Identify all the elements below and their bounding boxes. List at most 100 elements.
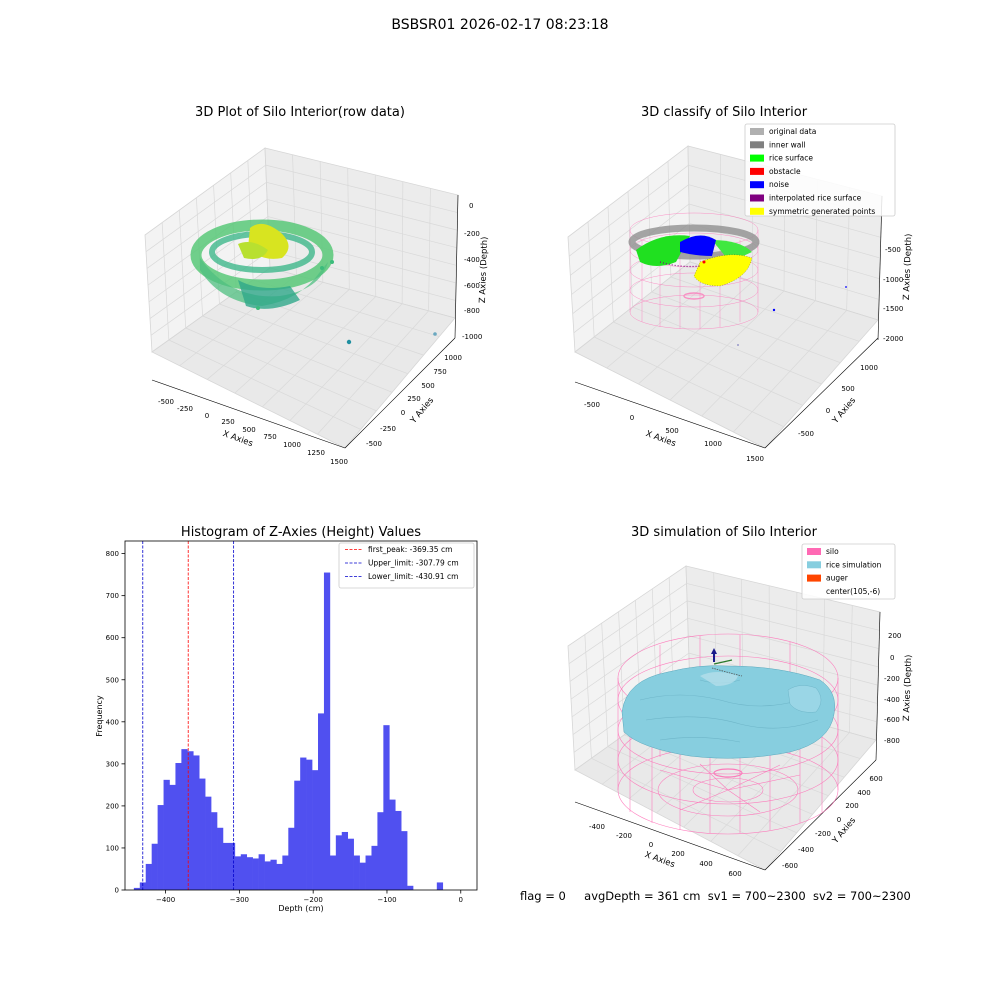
panel1-z-ticklabels: 0 -200 -400 -600 -800 -1000 (462, 202, 482, 341)
panel4-ylabel: Y Axies (830, 815, 858, 846)
panel4-legend: silo rice simulation auger center(105,-6) (801, 543, 896, 600)
histogram-bar (335, 835, 343, 890)
histogram-bar (157, 805, 164, 890)
legend-label: silo (826, 547, 839, 556)
panel2-x-tick: -500 (584, 401, 600, 409)
histogram-bar (323, 572, 331, 890)
histogram-bar (294, 780, 301, 890)
legend-swatch (750, 167, 764, 175)
legend-label: interpolated rice surface (769, 194, 862, 203)
gridline (571, 635, 689, 718)
histogram-bar (347, 838, 354, 890)
histogram-bar (163, 779, 170, 890)
panel4-y-axis (764, 759, 877, 871)
legend-label: noise (769, 180, 789, 189)
panel2-y-tick: 500 (841, 385, 854, 393)
panel2-x-ticklabels: -500 0 500 1000 1500 (584, 401, 764, 463)
panel4-rice-texture (639, 679, 819, 743)
panel1-title: 3D Plot of Silo Interior(row data) (195, 105, 405, 120)
panel4-auger-arm (713, 659, 733, 665)
gridline (607, 746, 797, 834)
histogram-bar (217, 827, 224, 890)
legend-swatch (750, 128, 764, 135)
panel2-y-tick: -500 (798, 430, 814, 438)
panel4-rice-surface (621, 665, 835, 759)
panel2-y-tick: 1000 (860, 364, 878, 372)
panel2-noise-point (737, 344, 739, 346)
panel4-x-tick: -400 (589, 823, 605, 831)
panel2-obstacle (702, 260, 706, 264)
panel4-x-ticklabels: -400 -200 0 200 400 600 (589, 823, 742, 878)
gridline (687, 617, 879, 668)
panel1-z-axis (454, 194, 459, 339)
panel2-z-tick: -500 (885, 246, 901, 254)
panel1-y-tick: 1000 (444, 354, 462, 362)
histogram-bar (276, 863, 283, 890)
histogram-bar (145, 863, 152, 890)
panel4-auger-blade (711, 667, 743, 677)
panel4-y-tick: -400 (798, 846, 814, 854)
panel1-outlier (346, 339, 352, 345)
panel2-z-ticklabels: -500 -1000 -1500 -2000 (883, 246, 903, 343)
histogram-bar (300, 757, 307, 890)
panel1-x-tick: 1250 (307, 449, 325, 457)
histogram-y-tick-label: 600 (106, 634, 119, 642)
panel2-rice-surface (636, 235, 690, 266)
legend-swatch (807, 548, 821, 555)
histogram-legend-label: first_peak: -369.35 cm (368, 545, 452, 554)
histogram-bars (133, 572, 444, 890)
histogram-bar (312, 770, 319, 890)
gridline (317, 310, 429, 435)
histogram-bar (246, 857, 253, 890)
panel2-noise (680, 235, 716, 256)
panel4-y-ticklabels: -600 -400 -200 0 200 400 600 (782, 775, 883, 870)
panel4-auger (711, 648, 743, 677)
panel1-z-tick: -200 (464, 230, 480, 238)
panel2-y-ticklabels: -500 0 500 1000 (798, 364, 878, 438)
histogram-bar (139, 882, 147, 890)
legend-label: rice surface (769, 154, 813, 163)
panel1-z-tick: 0 (469, 202, 473, 210)
legend-label: inner wall (769, 140, 806, 149)
gridline (401, 181, 404, 304)
histogram-bar (211, 812, 218, 890)
histogram-bar (252, 858, 259, 890)
gridline (161, 222, 170, 341)
footer-avg-depth: avgDepth = 361 cm (584, 889, 701, 903)
panel4-rice-simulation (621, 665, 835, 759)
histogram-y-tick-label: 0 (115, 887, 119, 895)
histogram-y-tick-label: 700 (106, 592, 119, 600)
panel4-x-tick: 0 (649, 841, 653, 849)
legend-swatch (750, 181, 764, 189)
panel2-x-tick: 500 (665, 427, 678, 435)
histogram-bar (264, 861, 271, 890)
histogram-bar (371, 845, 378, 890)
legend-label: auger (826, 574, 849, 583)
histogram-x-tick-label: 0 (459, 896, 463, 904)
legend-swatch (807, 561, 821, 569)
panel1-y-tick: -500 (366, 440, 382, 448)
gridline (591, 757, 782, 852)
panel2-x-tick: 1000 (704, 440, 722, 448)
panel2-inner-wall-band (628, 224, 760, 260)
panel1-y-ticklabels: -500 -250 0 250 500 750 1000 (366, 354, 462, 448)
histogram-bar (240, 854, 248, 890)
gridline (145, 164, 266, 252)
panel1-z-tick: -1000 (462, 333, 482, 341)
histogram-bar (383, 725, 390, 890)
panel2-y-tick: 0 (826, 407, 830, 415)
legend-label: rice simulation (826, 560, 882, 569)
gridline (601, 623, 609, 747)
panel1-y-tick: -250 (380, 425, 396, 433)
panel1-point-cloud (190, 219, 437, 345)
histogram-bar (258, 854, 265, 890)
histogram-bar (341, 831, 349, 890)
gridline (185, 327, 377, 412)
histogram-bar (169, 784, 176, 890)
histogram-bar (353, 855, 360, 890)
histogram-axes-frame (124, 540, 478, 891)
panel1-x-tick: 750 (263, 433, 276, 441)
legend-label: original data (769, 127, 816, 136)
histogram-bar (306, 759, 313, 890)
